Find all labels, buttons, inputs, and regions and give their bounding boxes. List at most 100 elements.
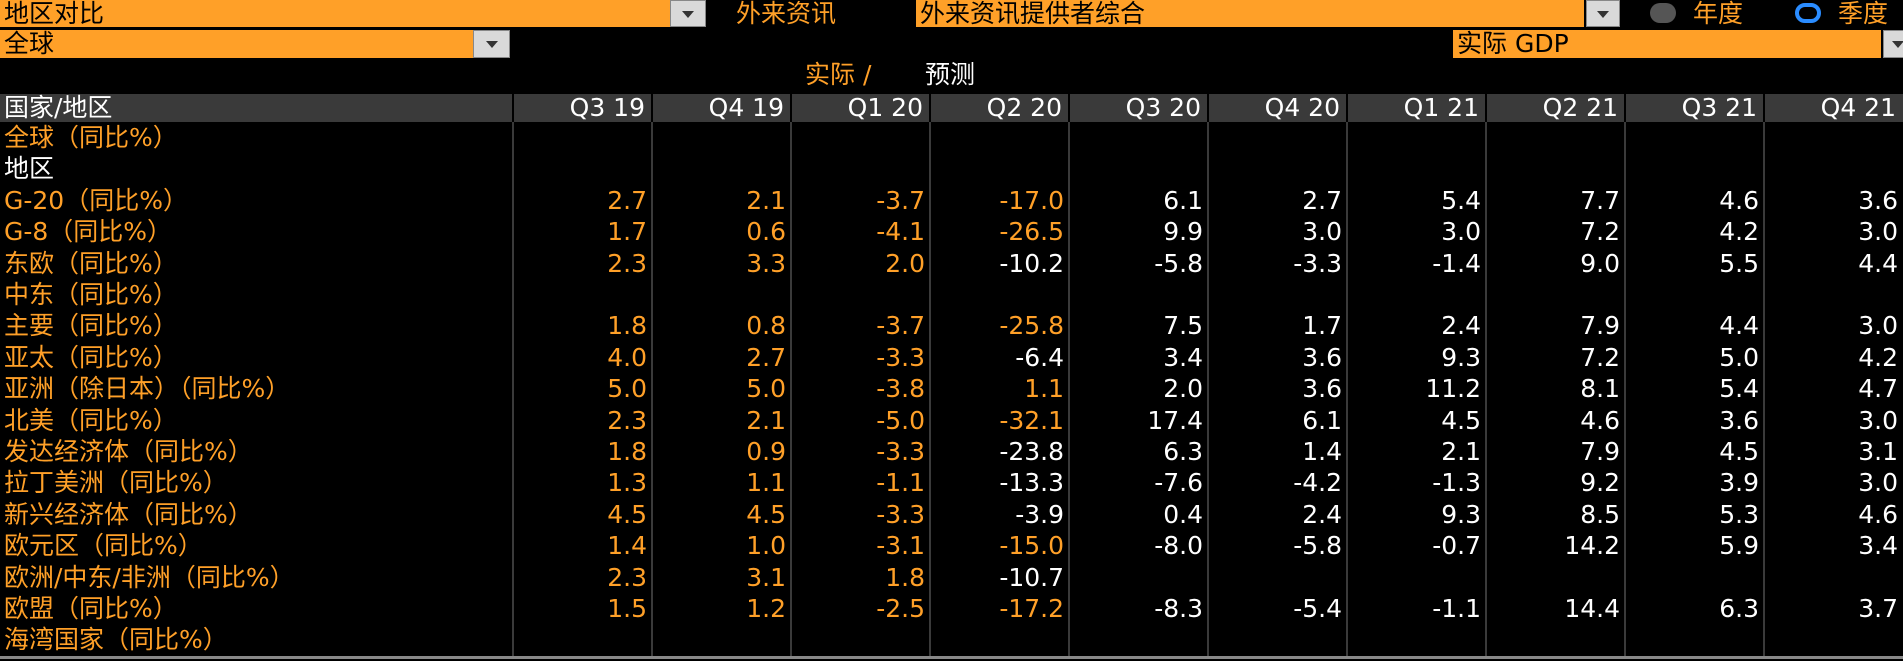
cell: 4.5 — [1441, 405, 1481, 435]
column-divider — [1207, 122, 1209, 656]
metric-select[interactable]: 实际 GDP — [1453, 30, 1881, 58]
cell: -25.8 — [999, 311, 1064, 341]
caption-actual: 实际 / — [805, 60, 872, 89]
column-header: Q3 21 — [1681, 93, 1757, 122]
cell: 1.7 — [607, 217, 647, 247]
cell: -8.3 — [1154, 594, 1203, 623]
cell: 2.0 — [885, 248, 925, 278]
cell: 5.0 — [1719, 342, 1759, 372]
cell: 5.5 — [1719, 248, 1759, 278]
cell: 6.1 — [1163, 185, 1203, 215]
cell: 11.2 — [1425, 374, 1481, 404]
cell: -1.1 — [1432, 594, 1481, 623]
header-row — [0, 94, 1903, 122]
cell: 7.2 — [1580, 342, 1620, 372]
cell: -10.2 — [999, 248, 1064, 278]
cell: 4.0 — [607, 342, 647, 372]
cell: 3.9 — [1719, 468, 1759, 498]
cell: 3.0 — [1302, 217, 1342, 247]
cell: 3.6 — [1858, 185, 1898, 215]
row-label: 全球（同比%） — [4, 123, 178, 152]
column-header: Q2 21 — [1542, 93, 1618, 122]
cell: 4.7 — [1858, 374, 1898, 404]
row-label: 新兴经济体（同比%） — [4, 499, 253, 529]
dropdown-button[interactable] — [1586, 0, 1620, 27]
column-divider — [1763, 94, 1765, 122]
dropdown-button[interactable] — [473, 30, 510, 58]
cell: 3.0 — [1858, 217, 1898, 247]
cell: -3.3 — [876, 342, 925, 372]
column-divider — [1068, 122, 1070, 656]
column-header: Q1 21 — [1403, 93, 1479, 122]
cell: 17.4 — [1147, 405, 1203, 435]
radio-label[interactable]: 年度 — [1693, 0, 1744, 28]
cell: 1.3 — [607, 468, 647, 498]
cell: -5.8 — [1154, 248, 1203, 278]
cell: 9.9 — [1163, 217, 1203, 247]
row-label: 欧元区（同比%） — [4, 531, 203, 561]
cell: 1.1 — [1024, 374, 1064, 404]
cell: -13.3 — [999, 468, 1064, 498]
cell: 0.9 — [746, 437, 786, 466]
row-label: 拉丁美洲（同比%） — [4, 468, 228, 498]
cell: 4.4 — [1858, 248, 1898, 278]
cell: 1.5 — [607, 594, 647, 623]
cell: 7.7 — [1580, 185, 1620, 215]
scope-select[interactable]: 全球 — [0, 30, 473, 58]
cell: 2.1 — [746, 405, 786, 435]
cell: 9.3 — [1441, 342, 1481, 372]
row-label: G-8（同比%） — [4, 217, 173, 247]
column-divider — [1763, 122, 1765, 656]
column-divider — [1624, 122, 1626, 656]
caption-forecast: 预测 — [925, 60, 976, 89]
cell: -5.0 — [876, 405, 925, 435]
row-label: 东欧（同比%） — [4, 248, 178, 278]
column-divider — [929, 122, 931, 656]
cell: -3.3 — [876, 499, 925, 529]
cell: 3.4 — [1163, 342, 1203, 372]
radio[interactable] — [1795, 3, 1821, 23]
cell: -26.5 — [999, 217, 1064, 247]
cell: 0.8 — [746, 311, 786, 341]
dropdown-button[interactable] — [1883, 30, 1903, 58]
source-select[interactable]: 外来资讯提供者综合 — [916, 0, 1584, 27]
cell: 1.0 — [746, 531, 786, 561]
column-header: Q1 20 — [847, 93, 923, 122]
column-divider — [651, 122, 653, 656]
cell: -6.4 — [1015, 342, 1064, 372]
column-divider — [651, 94, 653, 122]
cell: 2.3 — [607, 405, 647, 435]
cell: -3.9 — [1015, 499, 1064, 529]
cell: 14.4 — [1564, 594, 1620, 623]
column-divider — [1624, 94, 1626, 122]
cell: 1.2 — [746, 594, 786, 623]
radio-label[interactable]: 季度 — [1838, 0, 1889, 28]
cell: 4.5 — [1719, 437, 1759, 466]
cell: 5.9 — [1719, 531, 1759, 561]
column-divider — [790, 122, 792, 656]
cell: 1.4 — [1302, 437, 1342, 466]
cell: 4.6 — [1858, 499, 1898, 529]
cell: 2.7 — [1302, 185, 1342, 215]
cell: 2.4 — [1302, 499, 1342, 529]
cell: 6.1 — [1302, 405, 1342, 435]
cell: 0.4 — [1163, 499, 1203, 529]
column-divider — [1485, 122, 1487, 656]
cell: -7.6 — [1154, 468, 1203, 498]
cell: 3.7 — [1858, 594, 1898, 623]
row-label: 亚洲（除日本）（同比%） — [4, 374, 291, 404]
cell: 3.0 — [1858, 468, 1898, 498]
column-divider — [1068, 94, 1070, 122]
column-divider — [512, 122, 514, 656]
region-select[interactable]: 地区对比 — [0, 0, 670, 27]
dropdown-button[interactable] — [670, 0, 706, 27]
cell: 9.2 — [1580, 468, 1620, 498]
cell: 8.1 — [1580, 374, 1620, 404]
column-divider — [790, 94, 792, 122]
radio[interactable] — [1650, 3, 1676, 23]
cell: 4.4 — [1719, 311, 1759, 341]
column-divider — [1207, 94, 1209, 122]
column-header: Q3 19 — [569, 93, 645, 122]
row-label: 亚太（同比%） — [4, 342, 178, 372]
column-header: Q4 19 — [708, 93, 784, 122]
